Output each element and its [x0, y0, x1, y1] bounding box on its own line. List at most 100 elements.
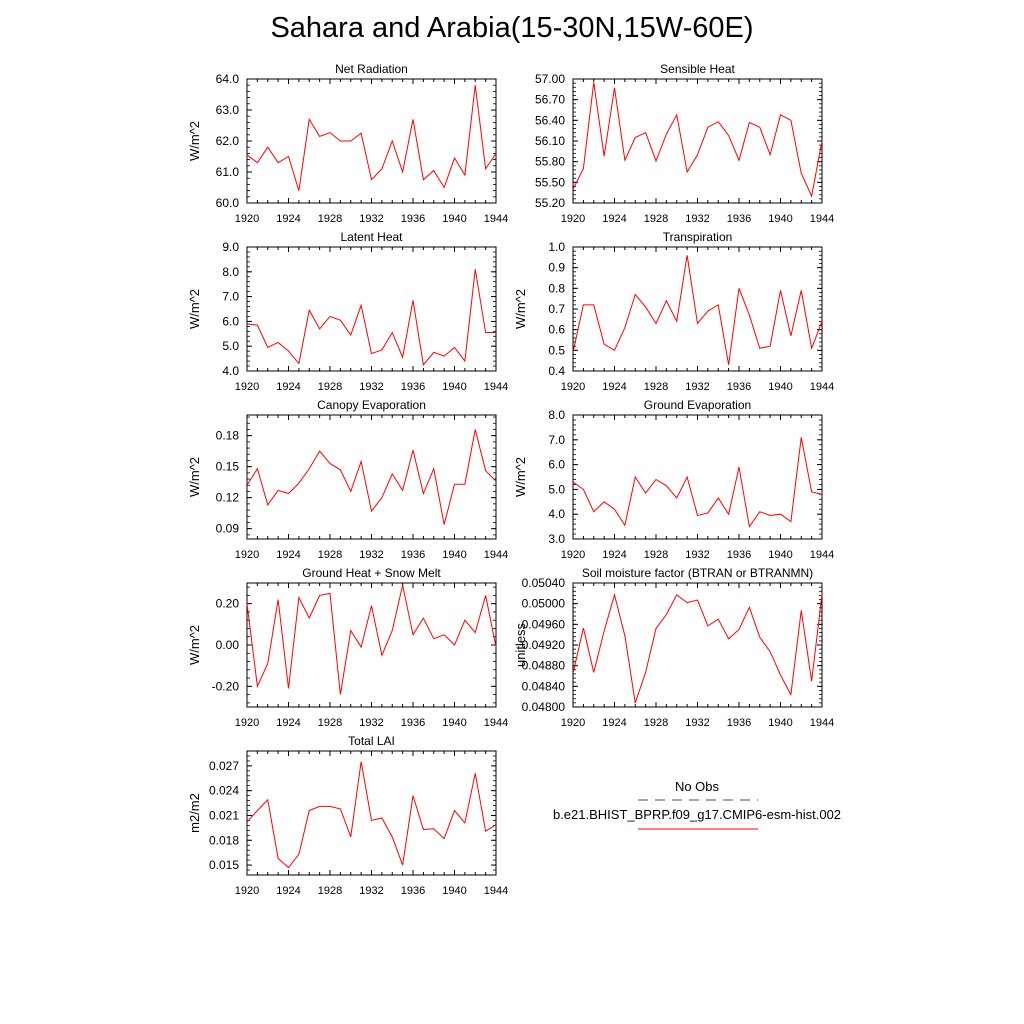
x-tick-label: 1932: [359, 213, 383, 225]
x-tick-label: 1928: [318, 549, 342, 561]
panel-title: Soil moisture factor (BTRAN or BTRANMN): [582, 566, 813, 580]
chart-panel-8: Soil moisture factor (BTRAN or BTRANMN) u…: [513, 566, 834, 729]
chart-panel-4: Transpiration W/m^2 1920 1924 1928 1932 1936 19…: [513, 230, 834, 393]
y-axis-label: W/m^2: [187, 289, 202, 329]
x-tick-label: 1928: [318, 381, 342, 393]
y-tick-label: 7.0: [548, 433, 565, 447]
y-tick-label: 0.09: [216, 522, 240, 536]
y-tick-label: 64.0: [216, 72, 240, 86]
x-tick-label: 1940: [442, 549, 466, 561]
x-tick-label: 1928: [318, 213, 342, 225]
y-tick-label: 4.0: [222, 364, 239, 378]
y-tick-label: 56.70: [535, 93, 565, 107]
x-tick-label: 1924: [602, 717, 626, 729]
figure-title: Sahara and Arabia(15-30N,15W-60E): [270, 12, 754, 44]
y-tick-label: 61.0: [216, 165, 240, 179]
plot-frame: [246, 750, 497, 876]
x-tick-label: 1944: [484, 549, 508, 561]
y-tick-label: 0.9: [548, 261, 565, 275]
y-tick-label: 5.0: [548, 482, 565, 496]
x-tick-label: 1944: [484, 717, 508, 729]
x-tick-label: 1936: [401, 717, 425, 729]
legend-obs-label: No Obs: [674, 779, 720, 794]
series-line: [572, 255, 823, 365]
x-tick-label: 1936: [727, 717, 751, 729]
x-tick-label: 1936: [727, 381, 751, 393]
x-tick-label: 1920: [235, 885, 259, 897]
y-tick-label: 0.00: [216, 638, 240, 652]
x-tick-label: 1920: [561, 213, 585, 225]
x-tick-label: 1944: [484, 213, 508, 225]
x-tick-label: 1932: [359, 885, 383, 897]
y-axis-label: W/m^2: [187, 121, 202, 161]
x-tick-label: 1924: [276, 549, 300, 561]
y-tick-label: 57.00: [535, 72, 565, 86]
y-tick-label: 62.0: [216, 134, 240, 148]
x-tick-label: 1928: [644, 717, 668, 729]
x-tick-label: 1920: [235, 213, 259, 225]
x-tick-label: 1936: [401, 885, 425, 897]
x-tick-label: 1928: [318, 885, 342, 897]
series-line: [246, 761, 497, 869]
x-tick-label: 1944: [810, 213, 834, 225]
chart-panel-1: Net Radiation W/m^2 1920 1924 1928 1932 1936 19…: [187, 62, 508, 225]
plot-frame: [572, 78, 823, 204]
panel-title: Latent Heat: [340, 230, 403, 244]
y-tick-label: 0.04840: [522, 679, 566, 693]
y-tick-label: 0.12: [216, 491, 240, 505]
y-tick-label: 7.0: [222, 290, 239, 304]
y-tick-label: 0.6: [548, 323, 565, 337]
y-tick-label: -0.20: [212, 679, 240, 693]
y-tick-label: 0.021: [209, 808, 239, 822]
x-tick-label: 1940: [768, 381, 792, 393]
y-axis-label: W/m^2: [187, 457, 202, 497]
y-tick-label: 0.18: [216, 429, 240, 443]
y-tick-label: 3.0: [548, 532, 565, 546]
x-tick-label: 1924: [276, 381, 300, 393]
y-axis-label: W/m^2: [513, 457, 528, 497]
y-tick-label: 60.0: [216, 196, 240, 210]
y-tick-label: 0.5: [548, 343, 565, 357]
x-tick-label: 1920: [561, 381, 585, 393]
x-tick-label: 1940: [442, 381, 466, 393]
x-tick-label: 1924: [276, 213, 300, 225]
y-tick-label: 0.4: [548, 364, 565, 378]
y-tick-label: 0.015: [209, 858, 239, 872]
panel-title: Canopy Evaporation: [317, 398, 426, 412]
y-tick-label: 0.05000: [522, 597, 566, 611]
x-tick-label: 1940: [768, 717, 792, 729]
series-line: [246, 584, 497, 695]
x-tick-label: 1940: [442, 885, 466, 897]
plot-frame: [572, 414, 823, 540]
y-axis-label: W/m^2: [513, 289, 528, 329]
y-tick-label: 0.20: [216, 597, 240, 611]
x-tick-label: 1928: [644, 549, 668, 561]
y-tick-label: 55.80: [535, 155, 565, 169]
y-tick-label: 56.10: [535, 134, 565, 148]
y-axis-label: W/m^2: [187, 625, 202, 665]
y-tick-label: 8.0: [222, 265, 239, 279]
x-tick-label: 1944: [810, 549, 834, 561]
x-tick-label: 1932: [685, 717, 709, 729]
panel-title: Transpiration: [663, 230, 733, 244]
legend-model-label: b.e21.BHIST_BPRP.f09_g17.CMIP6-esm-hist.…: [552, 807, 842, 822]
series-line: [246, 429, 497, 525]
x-tick-label: 1936: [401, 549, 425, 561]
x-tick-label: 1932: [359, 717, 383, 729]
x-tick-label: 1944: [810, 381, 834, 393]
series-line: [246, 269, 496, 366]
y-tick-label: 6.0: [548, 458, 565, 472]
y-tick-label: 0.018: [209, 833, 239, 847]
x-tick-label: 1928: [644, 213, 668, 225]
x-tick-label: 1936: [727, 549, 751, 561]
y-tick-label: 0.7: [548, 302, 565, 316]
series-line: [572, 592, 823, 704]
x-tick-label: 1932: [359, 381, 383, 393]
y-tick-label: 8.0: [548, 408, 565, 422]
x-tick-label: 1932: [685, 213, 709, 225]
chart-panel-6: Ground Evaporation W/m^2 1920 1924 1928 1932 1…: [513, 398, 834, 561]
x-tick-label: 1928: [644, 381, 668, 393]
x-tick-label: 1936: [401, 213, 425, 225]
y-tick-label: 0.04920: [522, 638, 566, 652]
